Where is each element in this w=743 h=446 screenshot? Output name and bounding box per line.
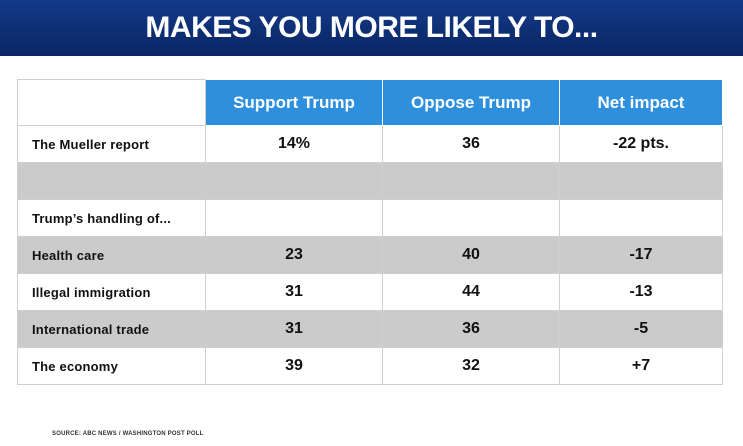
cell-net-impact: -5 <box>559 310 723 348</box>
cell-oppose-trump <box>382 162 560 200</box>
row-label: Illegal immigration <box>17 273 206 311</box>
cell-support-trump: 39 <box>205 347 383 385</box>
cell-net-impact <box>559 162 723 200</box>
cell-oppose-trump <box>382 199 560 237</box>
cell-net-impact: -13 <box>559 273 723 311</box>
column-header-label: Net impact <box>597 92 685 112</box>
cell-net-impact: -17 <box>559 236 723 274</box>
table-row: The Mueller report 14% 36 -22 pts. <box>17 125 723 163</box>
header-corner-cell <box>17 79 206 126</box>
cell-oppose-trump: 36 <box>382 125 560 163</box>
source-note: SOURCE: ABC NEWS / WASHINGTON POST POLL <box>52 431 204 437</box>
table-row <box>17 162 723 200</box>
row-label: International trade <box>17 310 206 348</box>
table-row: Illegal immigration 31 44 -13 <box>17 273 723 311</box>
row-label: Health care <box>17 236 206 274</box>
cell-support-trump: 31 <box>205 273 383 311</box>
row-label: The economy <box>17 347 206 385</box>
table-row: Trump’s handling of... <box>17 199 723 237</box>
table-row: Health care 23 40 -17 <box>17 236 723 274</box>
cell-support-trump <box>205 199 383 237</box>
column-header-label: Support Trump <box>233 92 355 112</box>
cell-support-trump: 14% <box>205 125 383 163</box>
column-header-label: Oppose Trump <box>411 92 531 112</box>
row-label: Trump’s handling of... <box>17 199 206 237</box>
header-row: Support Trump Oppose Trump Net impact <box>17 79 723 126</box>
cell-oppose-trump: 32 <box>382 347 560 385</box>
poll-table-container: Support Trump Oppose Trump Net impact Th… <box>17 79 723 385</box>
cell-oppose-trump: 40 <box>382 236 560 274</box>
header-net-impact: Net impact <box>559 79 723 126</box>
row-label: The Mueller report <box>17 125 206 163</box>
cell-support-trump: 23 <box>205 236 383 274</box>
cell-support-trump: 31 <box>205 310 383 348</box>
cell-net-impact: +7 <box>559 347 723 385</box>
cell-support-trump <box>205 162 383 200</box>
header-oppose-trump: Oppose Trump <box>382 79 560 126</box>
chart-title: MAKES YOU MORE LIKELY TO... <box>145 11 598 44</box>
table-row: The economy 39 32 +7 <box>17 347 723 385</box>
cell-net-impact <box>559 199 723 237</box>
cell-net-impact: -22 pts. <box>559 125 723 163</box>
table-header: Support Trump Oppose Trump Net impact <box>17 79 723 126</box>
header-support-trump: Support Trump <box>205 79 383 126</box>
table-row: International trade 31 36 -5 <box>17 310 723 348</box>
table-body: The Mueller report 14% 36 -22 pts. Trump’s h… <box>17 125 723 385</box>
row-label <box>17 162 206 200</box>
cell-oppose-trump: 36 <box>382 310 560 348</box>
poll-table: Support Trump Oppose Trump Net impact Th… <box>17 79 723 385</box>
cell-oppose-trump: 44 <box>382 273 560 311</box>
title-banner: MAKES YOU MORE LIKELY TO... <box>0 0 743 56</box>
